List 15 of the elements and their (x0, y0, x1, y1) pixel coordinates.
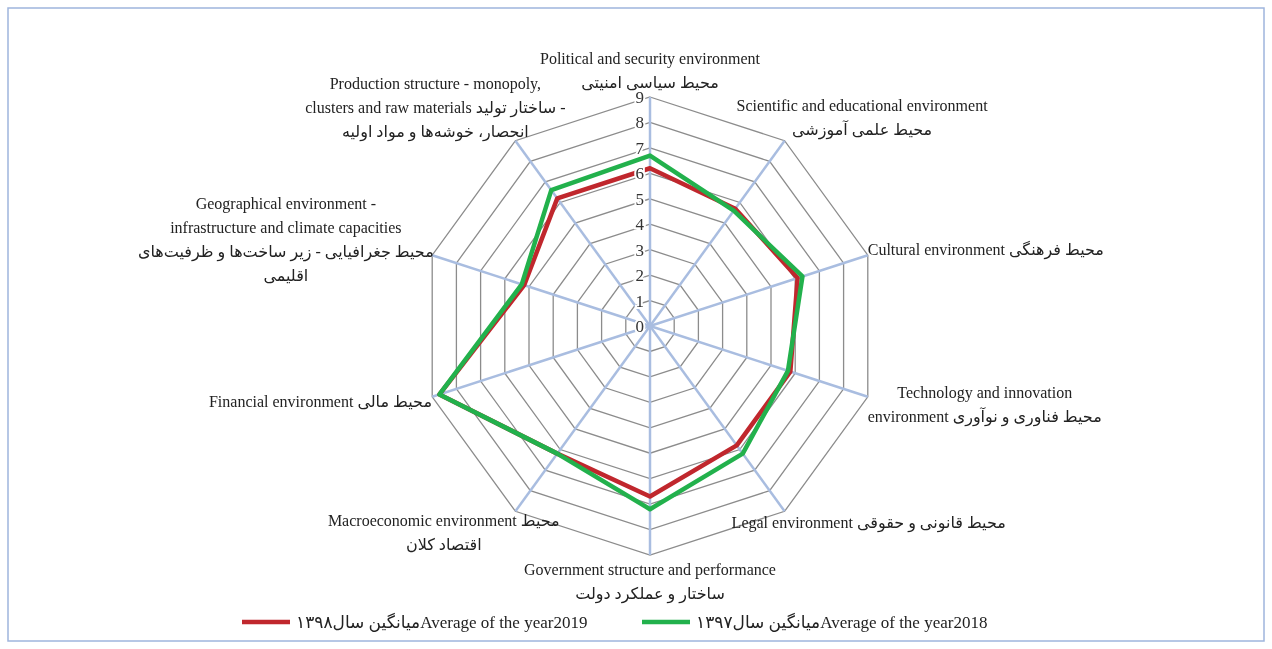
spoke-label: Cultural environment محیط فرهنگی (867, 240, 1104, 261)
ytick: 2 (635, 266, 644, 286)
ytick: 8 (635, 113, 644, 133)
ytick: 1 (635, 291, 644, 311)
spoke-label: Financial environment محیط مالی (208, 392, 432, 410)
legend-label: میانگین سال۱۳۹۷Average of the year2018 (696, 612, 988, 632)
spoke-label: Legal environment محیط قانونی و حقوقی (731, 514, 1006, 534)
ytick: 0 (635, 317, 644, 336)
ytick: 3 (635, 240, 644, 260)
spoke-label: Macroeconomic environment محیط اقتصاد کلان (327, 512, 560, 554)
ytick: 4 (635, 215, 644, 235)
legend-label: میانگین سال۱۳۹۸Average of the year2019 (296, 612, 588, 632)
ytick: 6 (635, 164, 644, 184)
ytick: 5 (635, 189, 644, 209)
ytick: 7 (635, 138, 644, 158)
